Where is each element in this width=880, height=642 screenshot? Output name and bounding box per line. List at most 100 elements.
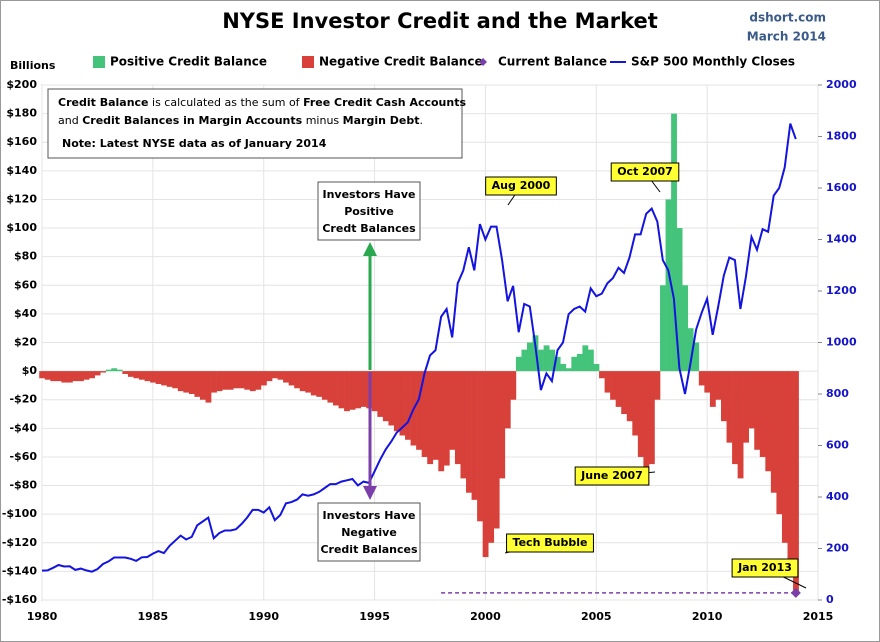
bar bbox=[549, 349, 556, 372]
bar bbox=[759, 371, 766, 457]
y-tick-label: $20 bbox=[14, 336, 37, 349]
label-text: Credit Balances bbox=[320, 543, 418, 556]
bar bbox=[721, 371, 727, 422]
note-line: Credit Balance is calculated as the sum … bbox=[58, 96, 466, 109]
bar bbox=[643, 371, 650, 486]
bar bbox=[648, 371, 655, 465]
bar bbox=[693, 342, 700, 372]
bar bbox=[737, 371, 744, 479]
positive-label: Investors Have Positive Credt Balances bbox=[317, 181, 421, 241]
bar bbox=[432, 371, 439, 460]
bar bbox=[471, 371, 478, 500]
bar bbox=[116, 369, 123, 372]
callout-text: Tech Bubble bbox=[513, 536, 588, 549]
bar bbox=[188, 371, 195, 394]
bar bbox=[205, 371, 212, 403]
bar bbox=[571, 356, 578, 372]
x-tick-label: 1990 bbox=[248, 610, 279, 623]
legend-swatch bbox=[93, 56, 105, 68]
callouts: Aug 2000 Oct 2007 June 2007 Tech Bubble Jan … bbox=[485, 162, 807, 589]
bar bbox=[55, 371, 62, 382]
bar bbox=[122, 371, 129, 374]
bar bbox=[504, 371, 511, 429]
bar bbox=[499, 371, 506, 479]
bar bbox=[382, 371, 389, 422]
bar bbox=[660, 285, 666, 372]
bar bbox=[244, 371, 251, 390]
bar bbox=[222, 371, 228, 390]
date: March 2014 bbox=[747, 30, 826, 44]
note-frame bbox=[47, 88, 463, 159]
bar bbox=[349, 371, 356, 410]
bar bbox=[294, 371, 301, 389]
label-frame bbox=[317, 181, 421, 241]
label-frame bbox=[317, 502, 421, 562]
bar bbox=[704, 371, 711, 393]
current-balance-marker bbox=[790, 587, 801, 598]
y2-tick-label: 1200 bbox=[826, 284, 857, 297]
bar bbox=[72, 371, 79, 382]
bar bbox=[538, 349, 544, 372]
note-text: Note: Latest NYSE data as of January 201… bbox=[62, 137, 327, 150]
note-text: Margin Debt bbox=[343, 114, 420, 127]
bar bbox=[582, 345, 589, 372]
callout-box bbox=[731, 558, 799, 578]
y-tick-label: -$80 bbox=[9, 479, 37, 492]
note-box: Credit Balance is calculated as the sum … bbox=[47, 88, 466, 159]
bar bbox=[272, 371, 278, 379]
bar bbox=[360, 371, 367, 407]
bar bbox=[621, 371, 628, 415]
lines bbox=[41, 123, 801, 598]
y2-tick-label: 400 bbox=[826, 490, 849, 503]
bar bbox=[493, 371, 500, 529]
y-tick-label: -$20 bbox=[9, 393, 37, 406]
bar bbox=[416, 371, 422, 450]
bar bbox=[233, 371, 240, 389]
bar bbox=[770, 371, 777, 493]
y2-tick-label: 1800 bbox=[826, 130, 857, 143]
bar bbox=[177, 371, 184, 392]
label-text: Investors Have bbox=[323, 509, 416, 522]
positive-arrow-head bbox=[363, 242, 377, 256]
callout-box bbox=[610, 162, 680, 182]
bar bbox=[139, 371, 145, 380]
bar bbox=[527, 342, 533, 372]
bar bbox=[460, 371, 467, 479]
bar bbox=[238, 371, 245, 389]
y-tick-label: -$160 bbox=[2, 593, 38, 606]
y2-tick-label: 600 bbox=[826, 439, 849, 452]
bar bbox=[39, 371, 46, 379]
chart-title: NYSE Investor Credit and the Market bbox=[222, 9, 658, 33]
bar bbox=[626, 371, 633, 422]
bar bbox=[676, 228, 683, 372]
bar bbox=[421, 371, 428, 457]
y-tick-label: $40 bbox=[14, 307, 37, 320]
x-tick-label: 2005 bbox=[581, 610, 612, 623]
bar bbox=[305, 371, 312, 393]
y-tick-label: -$140 bbox=[2, 564, 38, 577]
bar bbox=[565, 368, 572, 372]
bar bbox=[44, 371, 51, 380]
legend-label: Negative Credit Balance bbox=[319, 55, 483, 69]
bar bbox=[632, 371, 639, 436]
note-line: and Credit Balances in Margin Accounts m… bbox=[58, 114, 423, 127]
bar bbox=[599, 371, 605, 379]
bar bbox=[327, 371, 334, 403]
bar bbox=[78, 371, 84, 382]
bar bbox=[371, 371, 378, 412]
bar bbox=[765, 371, 772, 472]
bar bbox=[748, 371, 755, 429]
bar bbox=[610, 371, 616, 400]
note-text: . bbox=[419, 114, 423, 127]
bar bbox=[726, 371, 733, 443]
note-text: Credit Balance bbox=[58, 96, 149, 109]
y-tick-label: $180 bbox=[6, 107, 37, 120]
y-tick-label: $60 bbox=[14, 278, 37, 291]
bar bbox=[199, 371, 206, 400]
bar bbox=[405, 371, 411, 440]
x-tick-label: 1980 bbox=[27, 610, 58, 623]
y-tick-label: $80 bbox=[14, 250, 37, 263]
y2-tick-label: 800 bbox=[826, 387, 849, 400]
y2-tick-label: 1600 bbox=[826, 181, 857, 194]
y-tick-label: -$40 bbox=[9, 421, 37, 434]
